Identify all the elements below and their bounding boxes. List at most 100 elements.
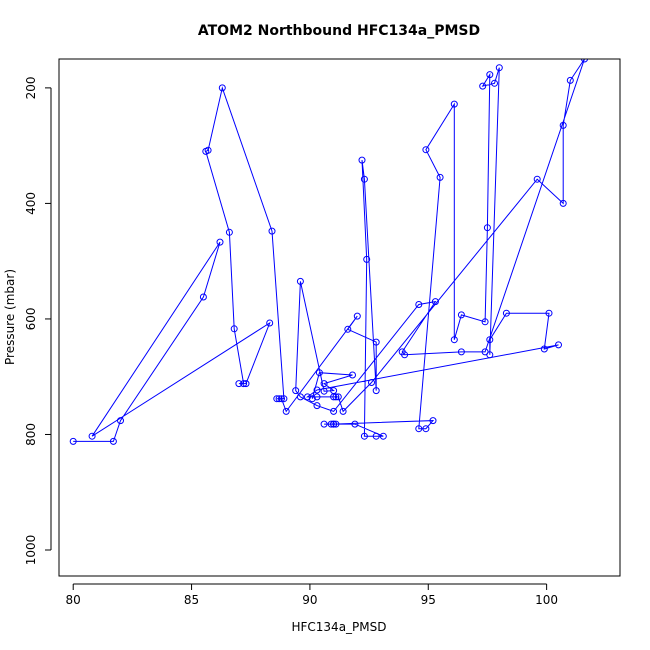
y-tick-label: 600 xyxy=(24,307,38,330)
data-point xyxy=(457,348,465,356)
x-tick-label: 95 xyxy=(421,593,436,607)
x-tick-label: 100 xyxy=(535,593,558,607)
data-point xyxy=(495,64,503,72)
data-point xyxy=(372,387,380,395)
data-point xyxy=(479,82,487,90)
y-tick-label: 1000 xyxy=(24,535,38,566)
data-point xyxy=(533,175,541,183)
data-point xyxy=(363,255,371,263)
x-tick-label: 80 xyxy=(66,593,81,607)
x-tick-label: 90 xyxy=(302,593,317,607)
data-point xyxy=(280,395,288,403)
data-point xyxy=(481,318,489,326)
x-axis-label: HFC134a_PMSD xyxy=(291,620,386,634)
data-point xyxy=(555,341,562,349)
y-tick-label: 400 xyxy=(24,192,38,215)
data-point xyxy=(315,369,323,377)
data-point xyxy=(360,432,368,440)
data-point xyxy=(308,395,316,403)
data-point xyxy=(320,420,328,428)
data-point xyxy=(204,146,212,154)
data-point xyxy=(372,432,380,440)
data-point xyxy=(282,407,290,415)
series-layer xyxy=(69,59,588,445)
data-point xyxy=(69,437,77,445)
series-line xyxy=(73,59,585,442)
data-point xyxy=(242,380,250,388)
data-point xyxy=(368,379,375,386)
data-point xyxy=(320,380,328,388)
data-point xyxy=(566,76,574,84)
data-point xyxy=(273,395,281,403)
data-point xyxy=(296,277,304,285)
data-point xyxy=(109,437,117,445)
data-point xyxy=(429,417,437,425)
data-point xyxy=(450,336,458,344)
data-point xyxy=(486,71,494,79)
data-point xyxy=(559,121,567,129)
data-point xyxy=(275,395,283,403)
data-point xyxy=(313,386,321,394)
data-point xyxy=(339,407,347,415)
data-point xyxy=(199,293,207,301)
plot-frame xyxy=(58,58,621,577)
y-tick-label: 200 xyxy=(24,76,38,99)
data-point xyxy=(240,380,248,388)
data-point xyxy=(349,371,356,379)
data-point xyxy=(481,348,489,356)
data-point xyxy=(483,224,491,232)
y-axis-label: Pressure (mbar) xyxy=(3,269,17,365)
data-point xyxy=(268,227,276,235)
data-point xyxy=(330,420,338,428)
data-point xyxy=(218,84,226,92)
data-point xyxy=(358,156,366,164)
axes-layer: 80 85 90 95 100 200 400 600 800 1000 xyxy=(24,76,558,607)
data-point xyxy=(351,420,359,428)
data-point xyxy=(360,175,368,183)
data-point xyxy=(486,336,494,344)
data-point xyxy=(332,393,340,401)
data-point xyxy=(431,298,439,306)
data-point xyxy=(278,395,285,403)
data-point xyxy=(372,338,380,346)
data-point xyxy=(330,387,338,395)
data-point xyxy=(581,59,588,63)
y-tick-label: 800 xyxy=(24,423,38,446)
data-point xyxy=(540,345,548,353)
data-point xyxy=(436,173,444,181)
data-point xyxy=(235,380,243,388)
data-point xyxy=(415,301,423,308)
data-point xyxy=(330,407,338,415)
data-point xyxy=(313,393,321,401)
data-point xyxy=(313,402,321,410)
chart-title: ATOM2 Northbound HFC134a_PMSD xyxy=(198,23,480,39)
data-point xyxy=(225,228,233,236)
data-point xyxy=(545,309,553,317)
data-point xyxy=(398,348,406,356)
data-point xyxy=(344,325,352,333)
data-point xyxy=(415,425,423,433)
x-tick-label: 85 xyxy=(184,593,199,607)
data-point xyxy=(334,393,342,401)
data-point xyxy=(422,425,430,433)
data-point xyxy=(230,325,238,333)
data-point xyxy=(353,312,361,320)
data-point xyxy=(304,393,311,401)
data-point xyxy=(88,432,96,440)
data-point xyxy=(327,420,335,428)
data-point xyxy=(457,311,465,319)
data-point xyxy=(559,199,567,207)
data-point xyxy=(502,309,510,317)
data-point xyxy=(450,100,458,108)
data-point xyxy=(296,393,304,401)
data-point xyxy=(422,146,430,154)
data-point xyxy=(216,238,224,246)
data-point xyxy=(266,319,274,327)
data-point xyxy=(379,432,387,440)
data-point xyxy=(491,79,498,87)
data-point xyxy=(117,417,124,425)
data-point xyxy=(320,387,328,395)
data-point xyxy=(332,420,340,428)
data-point xyxy=(292,387,300,395)
